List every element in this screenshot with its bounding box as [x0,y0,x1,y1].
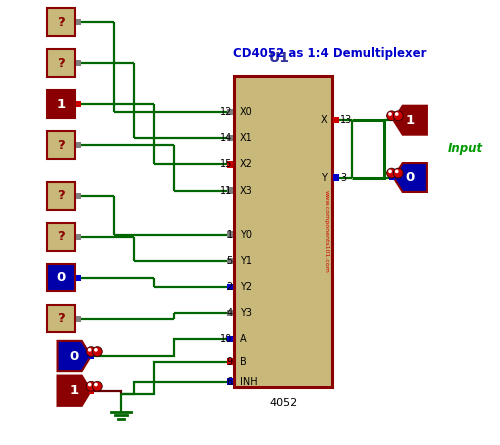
Text: Y: Y [321,173,327,182]
FancyBboxPatch shape [47,131,74,159]
Bar [76,101,82,107]
Bar [333,117,339,123]
Text: 13: 13 [340,115,352,125]
Bar [228,359,233,365]
FancyBboxPatch shape [47,49,74,77]
Text: 11: 11 [220,186,232,196]
Text: Input: Input [448,142,483,155]
Text: B: B [240,356,246,367]
Bar [228,187,233,194]
Bar [76,234,82,240]
Circle shape [386,168,396,178]
Text: 4: 4 [226,308,232,318]
FancyBboxPatch shape [234,76,332,387]
Text: 0: 0 [56,271,66,284]
Text: Y1: Y1 [240,256,252,266]
Text: www.components101.com: www.components101.com [324,190,329,273]
FancyBboxPatch shape [47,182,74,210]
Circle shape [395,112,398,116]
Text: X3: X3 [240,186,252,196]
Bar [76,142,82,148]
FancyBboxPatch shape [47,90,74,118]
Text: X1: X1 [240,133,252,143]
Text: ?: ? [57,189,65,202]
Text: X0: X0 [240,107,252,117]
Text: 0: 0 [70,349,79,363]
Bar [228,336,233,342]
Circle shape [388,170,392,173]
Text: 1: 1 [406,113,415,127]
Circle shape [92,347,102,356]
Bar [228,231,233,238]
Text: ?: ? [57,57,65,70]
Text: 2: 2 [226,282,232,292]
Bar [89,388,94,394]
Text: INH: INH [240,376,258,387]
Polygon shape [394,106,427,135]
Bar [76,275,82,281]
Circle shape [88,383,92,386]
Bar [228,284,233,290]
Bar [89,353,94,359]
Polygon shape [58,376,91,406]
Bar [228,161,233,167]
Bar [390,174,394,180]
Text: ?: ? [57,16,65,29]
Bar [228,135,233,142]
Text: 10: 10 [220,334,232,344]
Text: 5: 5 [226,256,232,266]
Bar [228,310,233,316]
Text: X2: X2 [240,159,252,170]
Text: 4052: 4052 [270,398,297,408]
Text: U1: U1 [268,51,289,65]
Bar [228,258,233,264]
Text: 3: 3 [340,173,346,182]
Text: ?: ? [57,230,65,243]
Bar [228,109,233,115]
Circle shape [394,111,403,121]
Bar [333,174,339,181]
Bar [76,60,82,66]
Text: A: A [240,334,246,344]
Bar [76,316,82,322]
Text: 9: 9 [226,356,232,367]
Text: X: X [320,115,327,125]
Circle shape [395,170,398,173]
Text: 1: 1 [56,97,66,111]
Circle shape [88,348,92,352]
Polygon shape [58,341,91,371]
Bar [76,19,82,25]
Text: 6: 6 [226,376,232,387]
Text: CD4052 as 1:4 Demultiplexer: CD4052 as 1:4 Demultiplexer [234,47,427,60]
Circle shape [86,347,96,356]
Circle shape [86,381,96,391]
Text: 12: 12 [220,107,232,117]
Text: 1: 1 [226,230,232,239]
Text: Y0: Y0 [240,230,252,239]
FancyBboxPatch shape [47,305,74,332]
Text: Y2: Y2 [240,282,252,292]
Text: ?: ? [57,312,65,325]
Text: 14: 14 [220,133,232,143]
Text: ?: ? [57,138,65,152]
Text: 15: 15 [220,159,232,170]
Circle shape [92,381,102,391]
Circle shape [388,112,392,116]
Text: Y3: Y3 [240,308,252,318]
Bar [228,378,233,384]
Circle shape [386,111,396,121]
Bar [76,193,82,199]
Text: 0: 0 [406,171,415,184]
Text: 1: 1 [70,384,79,397]
FancyBboxPatch shape [47,8,74,36]
FancyBboxPatch shape [47,223,74,251]
Circle shape [394,168,403,178]
Polygon shape [394,163,427,192]
Circle shape [94,348,98,352]
Circle shape [94,383,98,386]
FancyBboxPatch shape [47,264,74,291]
